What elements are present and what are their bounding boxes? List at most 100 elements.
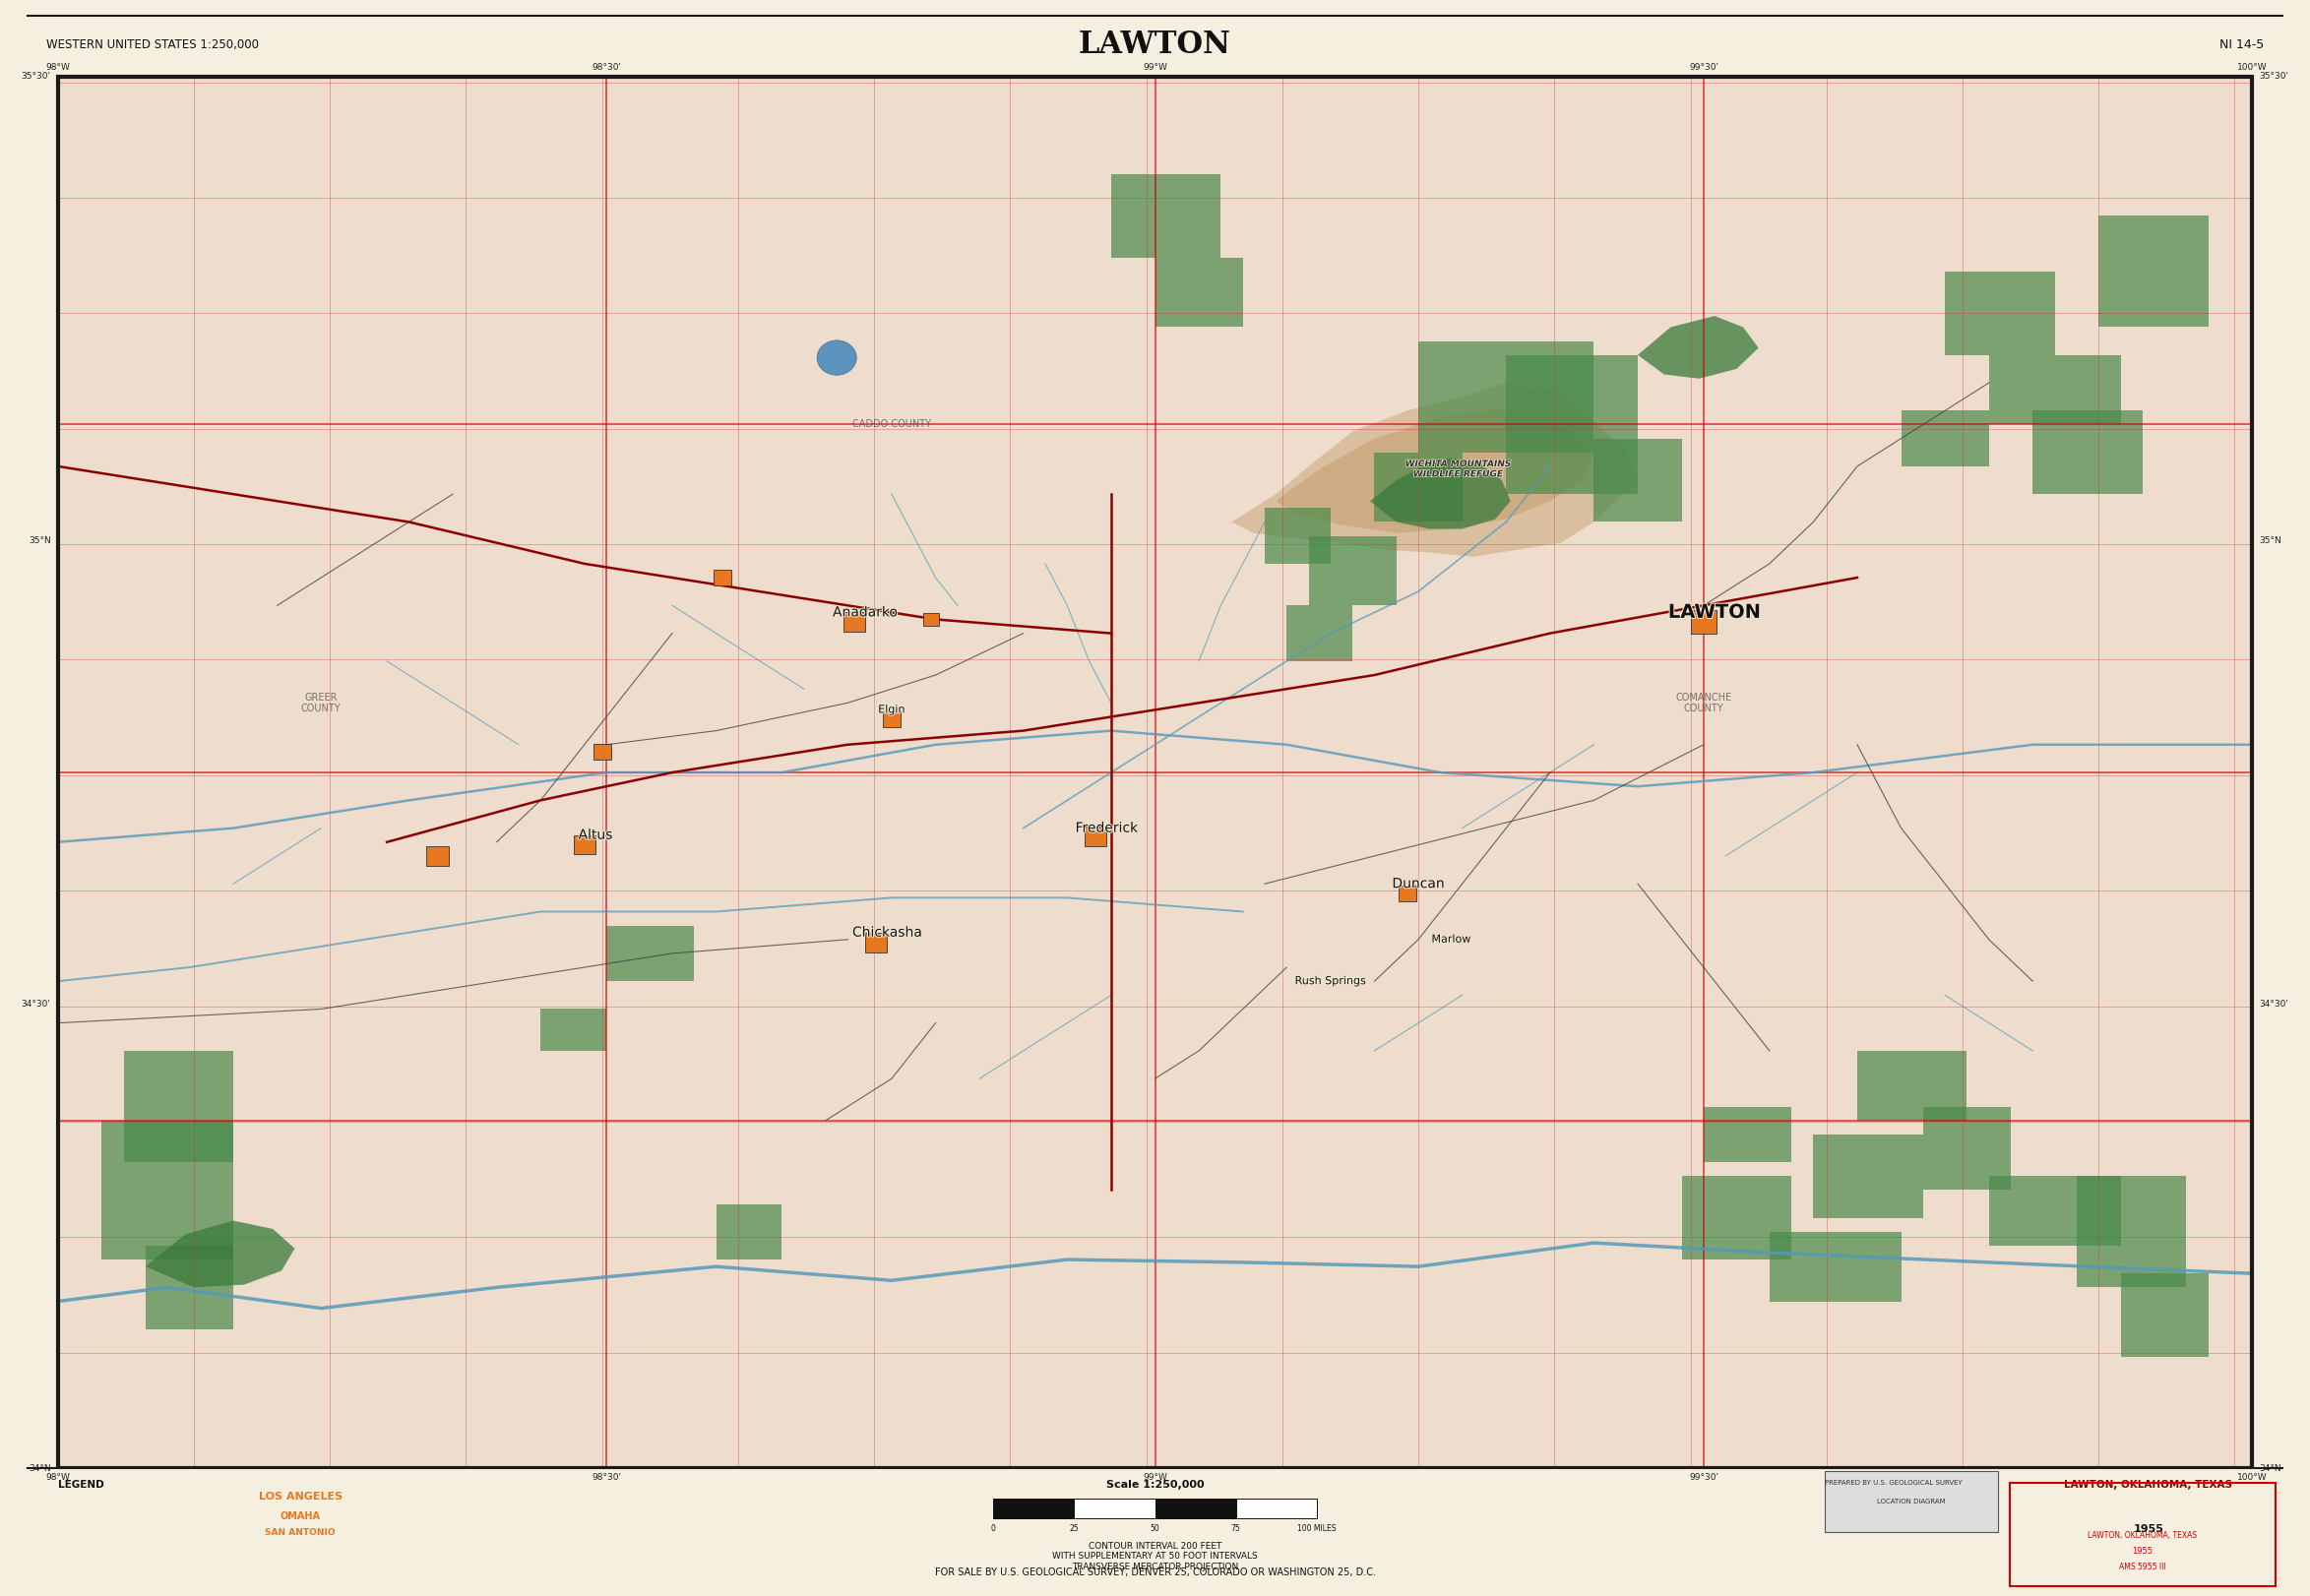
Text: 1955: 1955 (2132, 1547, 2153, 1556)
Text: 0: 0 (991, 1524, 996, 1534)
Bar (605, 926, 693, 982)
Text: 100°W: 100°W (2236, 1473, 2268, 1483)
Bar (843, 613, 866, 632)
Bar (993, 1499, 1074, 1518)
Bar (1307, 536, 1395, 605)
Text: 35°N: 35°N (2259, 536, 2282, 544)
Text: CADDO COUNTY: CADDO COUNTY (852, 420, 931, 429)
Text: 100 MILES: 100 MILES (1298, 1524, 1335, 1534)
Bar (28, 13, 2282, 77)
Bar (1374, 452, 1462, 522)
Bar (1989, 354, 2121, 425)
Bar (1086, 827, 1106, 846)
PathPatch shape (1231, 383, 1638, 557)
Text: LAWTON: LAWTON (1079, 29, 1231, 61)
Text: Duncan: Duncan (1393, 876, 1444, 891)
Bar (1287, 605, 1354, 661)
Bar (1266, 508, 1331, 563)
Bar (1155, 1499, 1236, 1518)
Bar (2097, 215, 2208, 327)
Bar (1825, 1472, 1998, 1532)
Bar (58, 77, 2252, 1468)
Text: 98°30': 98°30' (591, 1473, 621, 1483)
Bar (58, 77, 2252, 1468)
Bar (1682, 1176, 1793, 1259)
Bar (1945, 271, 2056, 354)
Bar (146, 1245, 233, 1329)
Text: LEGEND: LEGEND (58, 1479, 104, 1489)
Text: LAWTON, OKLAHOMA, TEXAS: LAWTON, OKLAHOMA, TEXAS (2088, 1531, 2197, 1540)
Text: Altus: Altus (578, 828, 612, 843)
Text: LOS ANGELES: LOS ANGELES (259, 1492, 342, 1502)
Text: CONTOUR INTERVAL 200 FEET
WITH SUPPLEMENTARY AT 50 FOOT INTERVALS
TRANSVERSE MER: CONTOUR INTERVAL 200 FEET WITH SUPPLEMEN… (1053, 1542, 1257, 1570)
Text: NI 14-5: NI 14-5 (2220, 38, 2264, 51)
Bar (1155, 257, 1243, 327)
Text: 98°30': 98°30' (591, 62, 621, 72)
Text: 1955: 1955 (2132, 1524, 2164, 1534)
Bar (866, 932, 887, 951)
PathPatch shape (1638, 316, 1758, 378)
Bar (716, 1203, 783, 1259)
Bar (102, 1120, 233, 1259)
Text: LOCATION DIAGRAM: LOCATION DIAGRAM (1878, 1499, 1945, 1505)
Bar (2121, 1274, 2208, 1357)
Text: 35°N: 35°N (28, 536, 51, 544)
Text: PREPARED BY U.S. GEOLOGICAL SURVEY: PREPARED BY U.S. GEOLOGICAL SURVEY (1825, 1479, 1964, 1486)
Text: 34°30': 34°30' (2259, 1001, 2289, 1009)
PathPatch shape (1275, 409, 1594, 533)
Text: Anadarko: Anadarko (832, 605, 899, 619)
Text: 99°30': 99°30' (1689, 62, 1719, 72)
Bar (541, 1009, 605, 1050)
Text: 99°W: 99°W (1143, 1473, 1167, 1483)
Bar (58, 77, 2252, 1468)
Text: 35°30': 35°30' (21, 72, 51, 81)
Text: 50: 50 (1150, 1524, 1160, 1534)
Text: 99°30': 99°30' (1689, 1473, 1719, 1483)
Text: 75: 75 (1231, 1524, 1240, 1534)
Bar (1418, 342, 1594, 452)
Text: Frederick: Frederick (1076, 822, 1139, 835)
Text: Scale 1:250,000: Scale 1:250,000 (1106, 1479, 1204, 1489)
Bar (1857, 1050, 1966, 1120)
Text: 98°W: 98°W (46, 62, 69, 72)
PathPatch shape (1370, 458, 1511, 528)
Bar (2010, 1483, 2275, 1586)
Text: Chickasha: Chickasha (852, 926, 922, 940)
Bar (1594, 439, 1682, 522)
Bar (1506, 354, 1638, 495)
Bar (1111, 174, 1220, 257)
Text: LAWTON: LAWTON (1668, 603, 1760, 622)
Bar (573, 835, 596, 854)
Text: FOR SALE BY U.S. GEOLOGICAL SURVEY, DENVER 25, COLORADO OR WASHINGTON 25, D.C.: FOR SALE BY U.S. GEOLOGICAL SURVEY, DENV… (936, 1567, 1374, 1577)
Bar (2077, 1176, 2185, 1288)
Bar (1813, 1135, 1922, 1218)
Bar (1074, 1499, 1155, 1518)
Text: 100°W: 100°W (2236, 62, 2268, 72)
Text: 35°30': 35°30' (2259, 72, 2289, 81)
Bar (1769, 1232, 1901, 1301)
Text: 34°N: 34°N (2259, 1464, 2282, 1473)
Text: 34°N: 34°N (28, 1464, 51, 1473)
PathPatch shape (146, 1221, 296, 1288)
Text: GREER
COUNTY: GREER COUNTY (300, 693, 342, 713)
Text: OMAHA: OMAHA (280, 1511, 321, 1521)
Text: COMANCHE
COUNTY: COMANCHE COUNTY (1675, 693, 1732, 713)
Bar (28, 1468, 2282, 1596)
Bar (882, 712, 901, 728)
Bar (1691, 610, 1716, 634)
Bar (1989, 1176, 2121, 1245)
Bar (1702, 1106, 1793, 1162)
Bar (427, 846, 448, 865)
Bar (594, 744, 610, 760)
Text: WESTERN UNITED STATES 1:250,000: WESTERN UNITED STATES 1:250,000 (46, 38, 259, 51)
Bar (1901, 410, 1989, 466)
Bar (122, 1050, 233, 1162)
Text: AMS 5955 III: AMS 5955 III (2118, 1562, 2167, 1572)
Text: 25: 25 (1070, 1524, 1079, 1534)
Text: LAWTON, OKLAHOMA, TEXAS: LAWTON, OKLAHOMA, TEXAS (2065, 1479, 2231, 1489)
Text: 99°W: 99°W (1143, 62, 1167, 72)
Text: SAN ANTONIO: SAN ANTONIO (266, 1527, 335, 1537)
Text: 34°30': 34°30' (21, 1001, 51, 1009)
Bar (1236, 1499, 1317, 1518)
Text: Elgin: Elgin (878, 705, 906, 715)
